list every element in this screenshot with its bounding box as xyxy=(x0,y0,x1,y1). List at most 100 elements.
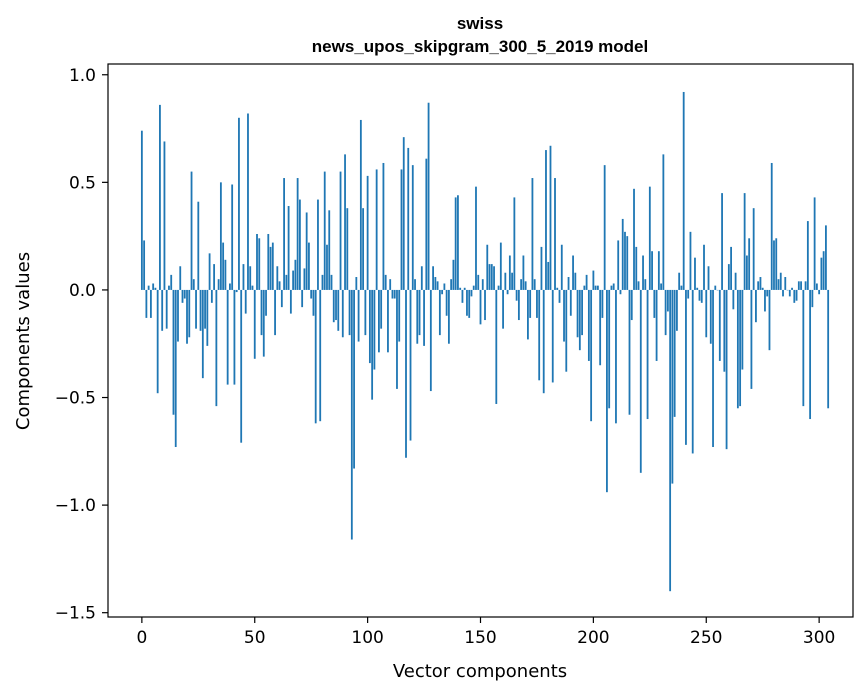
bar xyxy=(495,289,498,404)
bar xyxy=(350,289,353,540)
bar xyxy=(779,272,782,290)
bar xyxy=(280,289,283,308)
bar xyxy=(375,169,378,290)
x-tick-label: 250 xyxy=(690,628,722,648)
bar xyxy=(581,289,583,336)
bar xyxy=(538,289,541,381)
bar xyxy=(289,289,292,314)
bar-series xyxy=(140,91,830,592)
bar xyxy=(312,289,315,316)
y-tick-label: −1.0 xyxy=(55,496,96,516)
bar xyxy=(748,238,751,290)
bar xyxy=(583,285,586,290)
bar xyxy=(549,145,552,290)
bar xyxy=(195,289,197,329)
bar xyxy=(466,289,468,316)
bar xyxy=(739,289,742,407)
bar xyxy=(653,289,656,318)
bar xyxy=(590,289,593,422)
bar xyxy=(755,289,757,323)
bar xyxy=(639,289,642,473)
y-axis-label: Components values xyxy=(13,252,34,430)
bar xyxy=(147,285,150,290)
bar xyxy=(660,283,663,290)
y-tick-label: 0.5 xyxy=(69,173,96,193)
bar xyxy=(443,283,446,290)
bar xyxy=(362,208,365,290)
bar xyxy=(425,158,428,290)
bar xyxy=(373,289,376,370)
bar xyxy=(626,236,629,290)
bar xyxy=(542,289,545,394)
bar xyxy=(524,281,527,290)
bar xyxy=(427,102,430,290)
bar xyxy=(648,186,651,290)
bar xyxy=(712,289,714,448)
bar xyxy=(174,289,177,448)
bar xyxy=(190,171,193,290)
bar xyxy=(391,289,394,299)
bar xyxy=(287,206,290,290)
bar xyxy=(247,113,249,290)
x-axis-label: Vector components xyxy=(393,661,567,682)
bar xyxy=(572,255,574,290)
bar xyxy=(219,182,222,290)
bar xyxy=(594,285,597,290)
bar xyxy=(617,240,620,290)
bar xyxy=(238,117,240,290)
bar xyxy=(705,289,708,338)
bar xyxy=(317,199,319,290)
bar xyxy=(662,154,665,290)
bar xyxy=(213,264,216,290)
bar xyxy=(405,289,407,458)
y-tick-label: −1.5 xyxy=(55,604,96,624)
bar xyxy=(497,285,500,290)
bar xyxy=(161,289,164,331)
bar xyxy=(827,289,830,409)
bar xyxy=(177,289,179,342)
bar xyxy=(761,287,764,290)
bar xyxy=(669,289,672,592)
bar xyxy=(409,289,412,441)
bar xyxy=(429,289,432,392)
bar xyxy=(825,225,827,290)
bar xyxy=(330,274,333,290)
bar xyxy=(301,289,304,308)
bar xyxy=(513,197,516,290)
bar xyxy=(222,242,225,290)
bar xyxy=(806,221,809,290)
bar xyxy=(687,289,690,299)
bar xyxy=(599,289,602,366)
bar xyxy=(750,289,753,389)
bar xyxy=(224,259,227,290)
bar xyxy=(490,264,493,290)
bar xyxy=(700,289,703,303)
bar xyxy=(574,272,577,290)
bar xyxy=(326,244,328,290)
bar xyxy=(337,289,340,331)
bar xyxy=(461,289,464,303)
bar xyxy=(445,289,448,316)
chart-subtitle: news_upos_skipgram_300_5_2019 model xyxy=(312,37,648,56)
bar xyxy=(809,289,812,420)
bar xyxy=(775,238,778,290)
bar xyxy=(244,289,247,314)
bar xyxy=(357,289,360,342)
bar xyxy=(565,289,568,372)
plot-frame xyxy=(107,63,854,618)
bar xyxy=(664,289,667,336)
bar xyxy=(504,272,507,290)
bar xyxy=(621,218,624,290)
bar xyxy=(764,289,766,312)
bar xyxy=(339,171,342,290)
bar xyxy=(777,279,780,290)
bar xyxy=(183,289,186,299)
bar xyxy=(481,279,484,290)
bar xyxy=(249,266,252,290)
bar xyxy=(159,104,161,290)
bar xyxy=(438,289,441,336)
bar xyxy=(721,193,723,290)
bar xyxy=(592,270,595,290)
bar xyxy=(242,264,245,290)
